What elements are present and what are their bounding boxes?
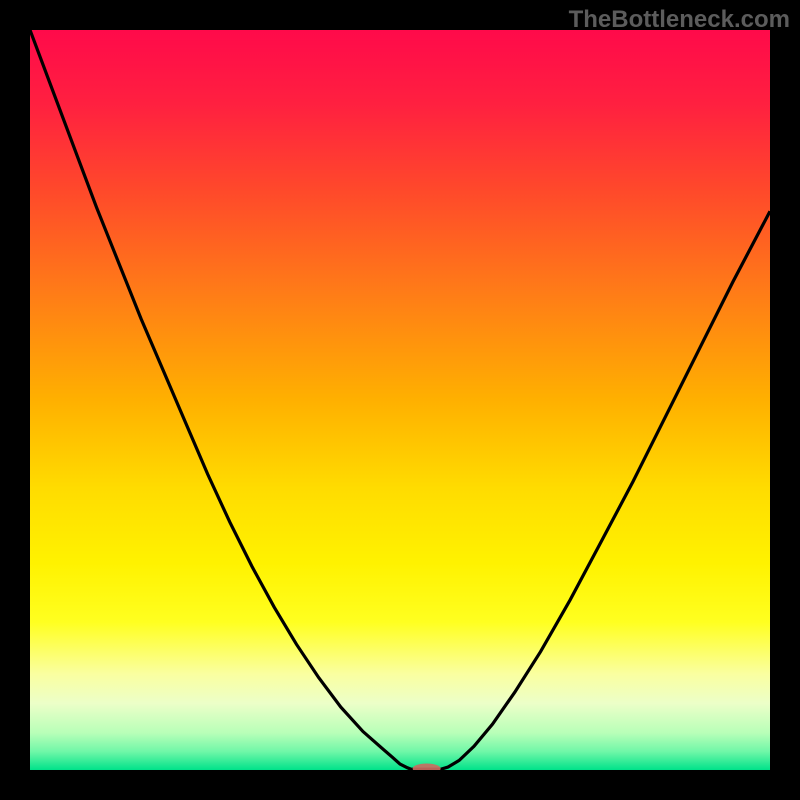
chart-container: TheBottleneck.com <box>0 0 800 800</box>
curve-layer <box>30 30 770 770</box>
optimum-marker <box>413 763 441 770</box>
bottleneck-curve <box>30 30 770 769</box>
watermark-text: TheBottleneck.com <box>569 6 790 34</box>
plot-area <box>30 30 770 770</box>
